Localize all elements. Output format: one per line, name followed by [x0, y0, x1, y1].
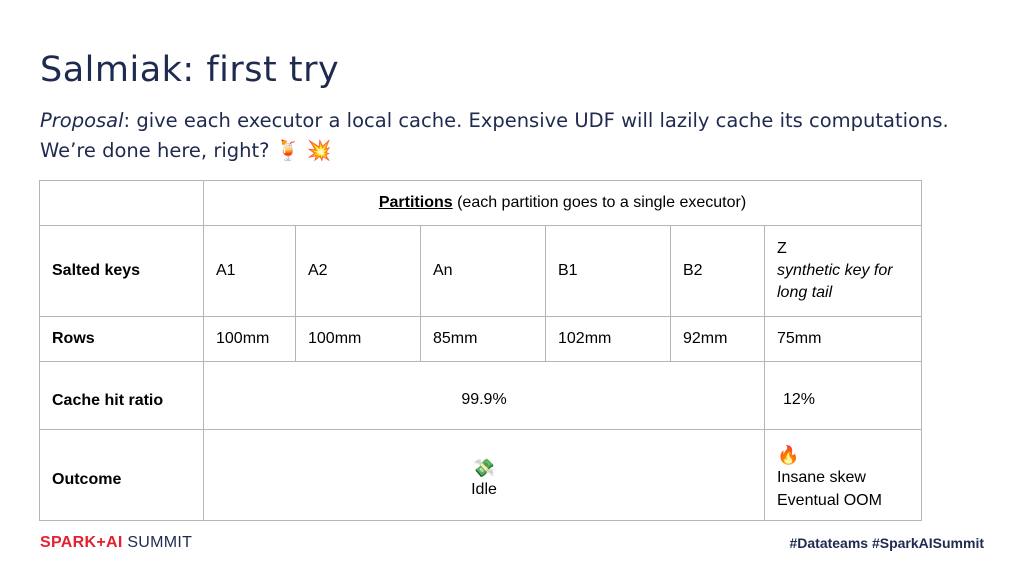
collision-icon: 💥 — [306, 138, 332, 162]
row-label-cache-hit: Cache hit ratio — [39, 361, 204, 430]
brand-logo-bold: SPARK+AI — [40, 534, 123, 551]
hashtags: #Datateams #SparkAISummit — [789, 535, 984, 551]
salted-key-cell: B1 — [545, 225, 671, 317]
rows-cell: 100mm — [295, 316, 421, 362]
table-row: Outcome 💸 Idle 🔥 Insane skew Eventual OO… — [39, 429, 922, 521]
cache-hit-z: 12% — [764, 361, 922, 430]
cocktail-icon: 🍹 — [275, 138, 301, 162]
outcome-main: 💸 Idle — [203, 429, 765, 521]
table-header-row: Partitions (each partition goes to a sin… — [39, 180, 922, 226]
outcome-z-line2: Eventual OOM — [777, 492, 882, 509]
rows-cell: 102mm — [545, 316, 671, 362]
rows-cell: 85mm — [420, 316, 546, 362]
brand-logo-light: SUMMIT — [122, 534, 193, 551]
salted-key-z: Z — [777, 240, 787, 257]
outcome-main-text: Idle — [471, 481, 497, 498]
outcome-z: 🔥 Insane skew Eventual OOM — [764, 429, 922, 521]
table-row: Rows 100mm 100mm 85mm 102mm 92mm 75mm — [39, 316, 922, 362]
salted-key-cell: An — [420, 225, 546, 317]
corner-cell — [39, 180, 204, 226]
salted-key-cell: A2 — [295, 225, 421, 317]
partitions-header: Partitions (each partition goes to a sin… — [203, 180, 922, 226]
fire-icon: 🔥 — [777, 445, 800, 465]
cache-hit-main: 99.9% — [203, 361, 765, 430]
subtitle-text: : give each executor a local cache. Expe… — [40, 109, 949, 162]
salted-key-cell: A1 — [203, 225, 296, 317]
brand-logo: SPARK+AI SUMMIT — [40, 534, 192, 552]
row-label-salted-keys: Salted keys — [39, 225, 204, 317]
outcome-z-line1: Insane skew — [777, 469, 866, 486]
z-note: synthetic key for long tail — [777, 262, 893, 301]
slide-subtitle: Proposal: give each executor a local cac… — [40, 106, 1000, 166]
partitions-table: Partitions (each partition goes to a sin… — [39, 180, 922, 521]
money-with-wings-icon: 💸 — [472, 458, 496, 478]
rows-cell: 92mm — [670, 316, 765, 362]
rows-cell: 100mm — [203, 316, 296, 362]
table-row: Cache hit ratio 99.9% 12% — [39, 361, 922, 430]
row-label-rows: Rows — [39, 316, 204, 362]
partitions-header-rest: (each partition goes to a single executo… — [452, 194, 747, 211]
salted-key-cell: B2 — [670, 225, 765, 317]
row-label-outcome: Outcome — [39, 429, 204, 521]
partitions-header-bold: Partitions — [378, 194, 453, 211]
subtitle-italic: Proposal — [40, 109, 124, 132]
rows-cell: 75mm — [764, 316, 922, 362]
slide-title: Salmiak: first try — [40, 50, 340, 90]
